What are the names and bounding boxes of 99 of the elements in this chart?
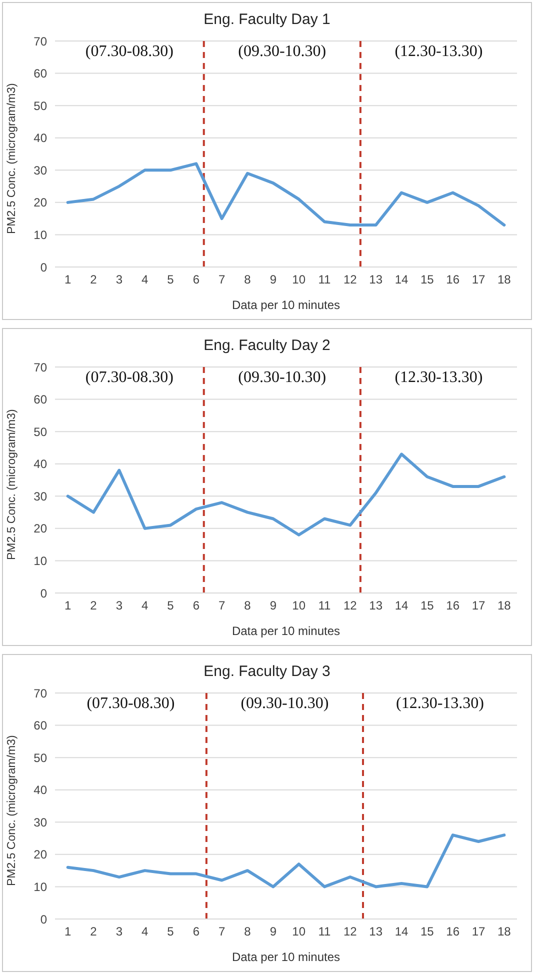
y-tick-label: 0 [40,260,48,274]
x-tick-label: 15 [420,272,434,287]
y-tick-label: 60 [34,66,48,81]
x-tick-label: 8 [244,272,252,287]
y-tick-label: 10 [34,880,48,894]
x-axis-title: Data per 10 minutes [232,298,340,312]
annotation: (07.30-08.30) [84,43,174,61]
x-axis-title: Data per 10 minutes [232,624,340,638]
x-tick-label: 2 [90,924,98,939]
annotation: (09.30-10.30) [237,43,328,61]
y-tick-label: 40 [34,131,48,146]
x-tick-label: 9 [270,924,277,939]
x-tick-label: 11 [318,272,332,287]
y-tick-label: 70 [34,686,48,700]
x-tick-label: 17 [472,272,486,287]
x-tick-label: 11 [318,924,332,939]
y-tick-label: 10 [34,228,48,242]
y-tick-label: 50 [34,98,48,113]
y-tick-label: 10 [34,554,48,568]
y-tick-label: 70 [34,360,48,374]
x-tick-label: 6 [192,272,200,287]
y-axis-title: PM2.5 Conc. (microgram/m3) [6,83,18,234]
y-tick-label: 60 [34,392,48,407]
annotation: (12.30-13.30) [394,369,484,387]
y-tick-label: 50 [34,750,48,765]
x-tick-label: 4 [141,598,148,613]
x-tick-label: 14 [394,272,408,287]
x-tick-label: 5 [167,598,174,613]
x-tick-label: 13 [369,598,383,613]
chart-title: Eng. Faculty Day 2 [202,336,332,356]
y-tick-label: 40 [34,783,48,798]
x-tick-label: 16 [446,598,460,613]
y-tick-label: 20 [34,848,48,862]
annotation: (07.30-08.30) [86,695,176,713]
x-tick-label: 2 [90,598,98,613]
x-tick-label: 7 [218,924,226,939]
x-tick-label: 16 [446,924,460,939]
x-tick-label: 4 [141,924,148,939]
x-tick-label: 11 [318,598,332,613]
annotation: (09.30-10.30) [240,695,330,713]
x-tick-label: 5 [167,272,174,287]
annotation: (12.30-13.30) [395,695,485,713]
x-tick-label: 17 [472,598,486,613]
x-tick-label: 13 [369,272,383,287]
x-tick-label: 9 [270,598,277,613]
x-tick-label: 3 [116,272,123,287]
y-tick-label: 40 [34,457,48,472]
x-tick-label: 6 [192,924,200,939]
x-tick-label: 1 [64,924,72,939]
x-tick-label: 10 [292,272,306,287]
y-axis-title: PM2.5 Conc. (microgram/m3) [6,409,18,560]
y-tick-label: 60 [34,718,48,733]
x-tick-label: 2 [90,272,98,287]
x-tick-label: 4 [141,272,148,287]
y-tick-label: 30 [34,163,48,178]
x-tick-label: 15 [420,924,434,939]
x-tick-label: 12 [343,598,358,613]
x-tick-label: 8 [244,924,252,939]
x-tick-label: 7 [218,598,226,613]
y-tick-label: 20 [34,522,48,536]
annotation: (09.30-10.30) [237,369,328,387]
x-tick-label: 14 [394,924,408,939]
x-tick-label: 18 [497,272,512,287]
x-tick-label: 3 [116,598,123,613]
x-tick-label: 1 [64,272,72,287]
x-tick-label: 7 [218,272,226,287]
y-tick-label: 70 [34,34,48,48]
x-tick-label: 8 [244,598,252,613]
x-tick-label: 18 [497,924,512,939]
y-tick-label: 50 [34,424,48,439]
annotation: (12.30-13.30) [394,43,484,61]
line-series [66,452,506,536]
y-tick-label: 0 [40,912,48,926]
x-tick-label: 6 [192,598,200,613]
x-tick-label: 14 [394,598,408,613]
x-tick-label: 16 [446,272,460,287]
y-tick-label: 30 [34,489,48,504]
x-tick-label: 17 [472,924,486,939]
line-series [66,162,506,227]
x-tick-label: 13 [369,924,383,939]
x-tick-label: 3 [116,924,123,939]
x-tick-label: 15 [420,598,434,613]
chart-title: Eng. Faculty Day 1 [202,10,332,30]
x-tick-label: 5 [167,924,174,939]
line-series [66,834,506,888]
x-tick-label: 9 [270,272,277,287]
x-tick-label: 12 [343,924,358,939]
x-tick-label: 1 [64,598,72,613]
x-tick-label: 18 [497,598,512,613]
x-tick-label: 12 [343,272,358,287]
x-tick-label: 10 [292,924,306,939]
x-axis-title: Data per 10 minutes [232,950,340,964]
chart-title: Eng. Faculty Day 3 [202,662,332,682]
y-tick-label: 30 [34,815,48,830]
x-tick-label: 10 [292,598,306,613]
annotation: (07.30-08.30) [84,369,174,387]
y-tick-label: 20 [34,196,48,210]
y-tick-label: 0 [40,586,48,600]
y-axis-title: PM2.5 Conc. (microgram/m3) [6,735,18,886]
